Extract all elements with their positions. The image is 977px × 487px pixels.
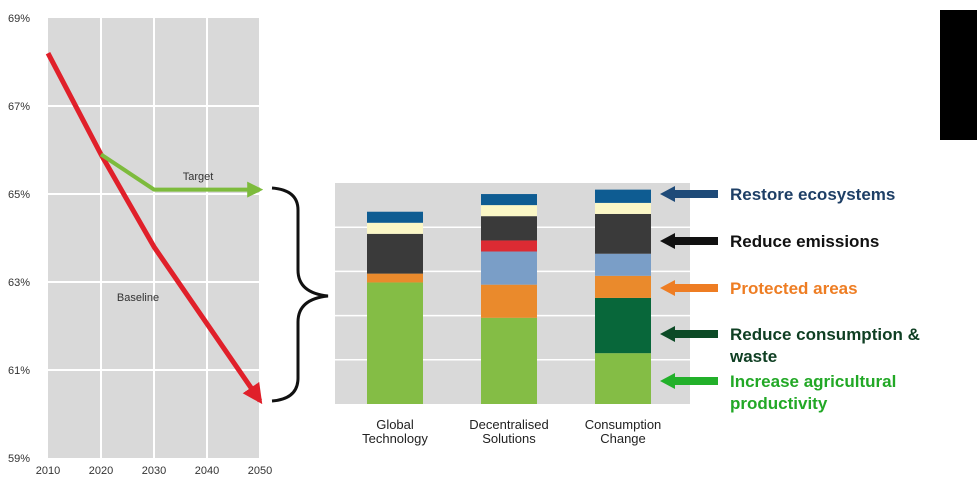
curly-brace [271,186,329,403]
callout-label-4: Increase agricultural [730,372,896,391]
series-label-baseline: Baseline [117,292,159,304]
bar-segment-1-3 [481,251,537,285]
callout-label-1: Reduce emissions [730,232,879,251]
x-tick-label: 2040 [195,465,219,477]
bar-segment-0-7 [367,211,423,223]
y-tick-label: 63% [8,277,30,289]
x-tick-label: 2030 [142,465,166,477]
y-tick-label: 67% [8,101,30,113]
y-tick-label: 59% [8,453,30,465]
bar-segment-2-0 [595,353,651,404]
callout-arrow-0 [660,186,718,202]
bar-segment-0-5 [367,233,423,274]
bar-segment-2-3 [595,253,651,276]
category-label: Global [376,417,414,432]
series-line-target [99,152,264,198]
series-line-baseline [45,52,263,405]
bar-segment-1-5 [481,216,537,241]
category-label: Consumption [585,417,662,432]
bar-segment-2-5 [595,213,651,254]
callout-arrow-3 [660,326,718,342]
bar-segment-1-0 [481,317,537,404]
callout-arrow-2 [660,280,718,296]
bar-segment-0-2 [367,273,423,283]
bar-segment-2-7 [595,189,651,203]
y-tick-label: 61% [8,365,30,377]
y-tick-label: 65% [8,189,30,201]
category-label: Change [600,431,646,446]
callout-arrow-4 [660,373,718,389]
bar-segment-0-0 [367,282,423,404]
x-tick-label: 2020 [89,465,113,477]
callout-label-2: Protected areas [730,279,858,298]
bar-segment-1-2 [481,284,537,318]
bar-segment-2-6 [595,202,651,214]
callout-label-3: Reduce consumption & [730,325,920,344]
bar-segment-0-6 [367,222,423,234]
bar-segment-1-4 [481,240,537,252]
series-label-target: Target [183,171,214,183]
bar-segment-2-2 [595,275,651,298]
bar-segment-1-7 [481,194,537,206]
y-tick-label: 69% [8,13,30,25]
black-block [940,10,977,140]
category-label: Solutions [482,431,536,446]
x-tick-label: 2050 [248,465,272,477]
callout-arrow-1 [660,233,718,249]
category-label: Technology [362,431,428,446]
x-tick-label: 2010 [36,465,60,477]
callout-label-0: Restore ecosystems [730,185,895,204]
bar-segment-2-1 [595,297,651,354]
callout-label-3: waste [729,347,777,366]
category-label: Decentralised [469,417,549,432]
bar-segment-1-6 [481,205,537,217]
callout-label-4: productivity [730,394,828,413]
